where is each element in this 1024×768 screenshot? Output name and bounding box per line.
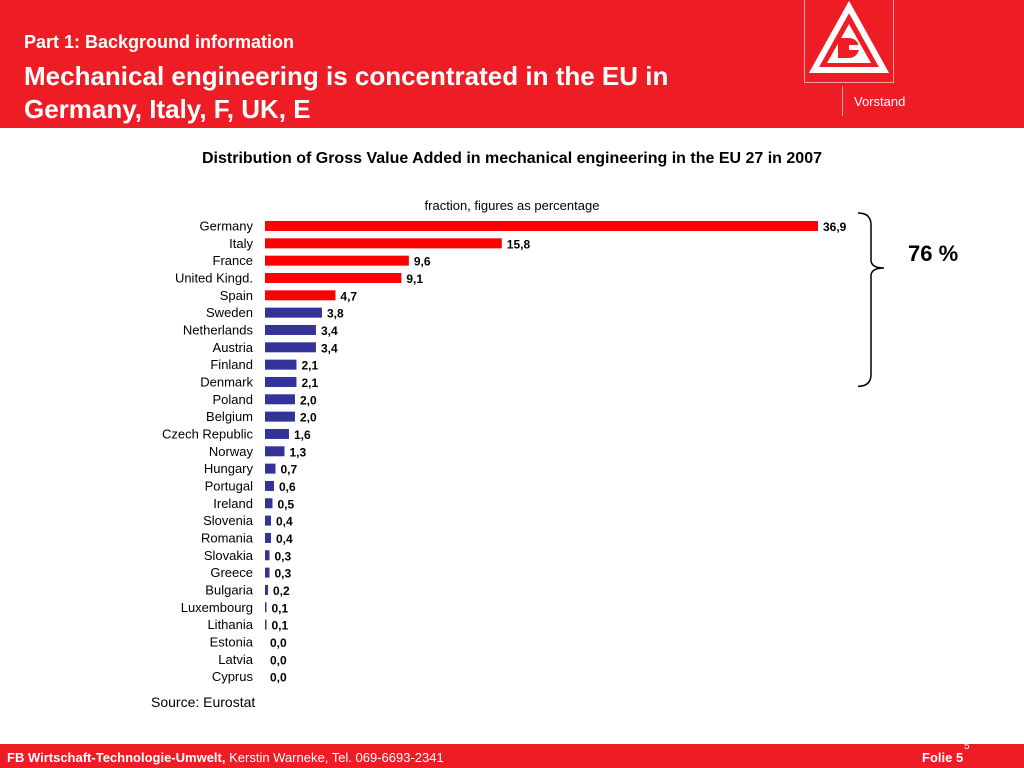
- footer-contact-info: Kerstin Warneke, Tel. 069-6693-2341: [225, 750, 444, 765]
- category-label: Slovenia: [203, 513, 254, 528]
- value-label: 0,4: [276, 532, 293, 546]
- value-label: 0,0: [270, 636, 287, 650]
- bar: [265, 255, 409, 266]
- value-label: 0,0: [270, 653, 287, 667]
- curly-bracket: [857, 212, 885, 388]
- value-label: 1,3: [289, 445, 306, 459]
- value-label: 1,6: [294, 428, 311, 442]
- category-label: Slovakia: [204, 548, 254, 563]
- bar: [265, 272, 402, 283]
- category-label: Estonia: [210, 634, 254, 649]
- value-label: 0,1: [271, 601, 288, 615]
- chart-subtitle: fraction, figures as percentage: [424, 198, 600, 213]
- category-label: Norway: [209, 444, 254, 459]
- value-label: 0,7: [280, 463, 297, 477]
- bar: [265, 376, 297, 387]
- bracket-label: 76 %: [908, 241, 959, 266]
- bar: [265, 619, 267, 630]
- category-label: Greece: [210, 565, 253, 580]
- bar: [265, 498, 273, 509]
- header-bar: Part 1: Background information Mechanica…: [0, 0, 1024, 128]
- category-label: Lithania: [207, 617, 253, 632]
- value-label: 2,0: [300, 411, 317, 425]
- category-label: Cyprus: [212, 669, 254, 684]
- bar: [265, 446, 285, 457]
- value-label: 3,4: [321, 324, 338, 338]
- category-label: Austria: [213, 340, 254, 355]
- value-label: 36,9: [823, 220, 847, 234]
- category-label: Spain: [220, 288, 253, 303]
- source-note: Source: Eurostat: [151, 694, 256, 710]
- value-label: 0,4: [276, 515, 293, 529]
- bar: [265, 394, 295, 405]
- value-label: 4,7: [340, 289, 357, 303]
- bar: [265, 480, 274, 491]
- category-label: Bulgaria: [205, 582, 253, 597]
- category-label: Portugal: [205, 478, 254, 493]
- bar: [265, 411, 295, 422]
- value-label: 0,1: [271, 619, 288, 633]
- footer-bar: FB Wirtschaft-Technologie-Umwelt, Kersti…: [0, 744, 1024, 768]
- category-label: Ireland: [213, 496, 253, 511]
- value-label: 0,6: [279, 480, 296, 494]
- category-label: United Kingd.: [175, 270, 253, 285]
- bar-chart: Germany 36,9 Italy 15,8 France 9,6 United King…: [162, 212, 885, 685]
- category-label: France: [213, 253, 253, 268]
- footer-dept: FB Wirtschaft-Technologie-Umwelt,: [7, 750, 226, 765]
- category-label: Finland: [210, 357, 253, 372]
- logo-box: [804, 0, 894, 83]
- bar: [265, 532, 271, 543]
- value-label: 2,1: [301, 376, 318, 390]
- value-label: 2,1: [301, 359, 318, 373]
- ig-metall-logo-icon: [808, 0, 890, 73]
- bar: [265, 584, 268, 595]
- bar: [265, 342, 316, 353]
- page-title: Mechanical engineering is concentrated i…: [24, 61, 669, 124]
- org-unit-label: Vorstand: [854, 94, 906, 109]
- value-label: 0,3: [274, 549, 291, 563]
- value-label: 0,3: [274, 567, 291, 581]
- value-label: 2,0: [300, 393, 317, 407]
- category-label: Germany: [200, 219, 254, 234]
- bar: [265, 463, 276, 474]
- bar: [265, 567, 270, 578]
- bar: [265, 428, 289, 439]
- bar: [265, 307, 322, 318]
- category-label: Romania: [201, 530, 254, 545]
- bar: [265, 602, 267, 613]
- chart-title: Distribution of Gross Value Added in mec…: [202, 150, 822, 167]
- bar: [265, 238, 502, 249]
- value-label: 15,8: [507, 237, 531, 251]
- value-label: 0,5: [277, 497, 294, 511]
- value-label: 9,6: [414, 255, 431, 269]
- category-label: Latvia: [218, 652, 253, 667]
- category-label: Denmark: [200, 374, 253, 389]
- category-label: Italy: [229, 236, 253, 251]
- slide-label: Folie 5: [922, 750, 964, 765]
- bar: [265, 324, 316, 335]
- value-label: 0,0: [270, 671, 287, 685]
- bar: [265, 550, 270, 561]
- page-number: 5: [964, 741, 970, 752]
- bar: [265, 221, 818, 231]
- bar: [265, 290, 336, 301]
- category-label: Czech Republic: [162, 426, 254, 441]
- footer-contact: FB Wirtschaft-Technologie-Umwelt, Kersti…: [7, 750, 444, 765]
- category-label: Hungary: [204, 461, 254, 476]
- category-label: Poland: [213, 392, 253, 407]
- value-label: 0,2: [273, 584, 290, 598]
- divider: [842, 86, 843, 116]
- section-subtitle: Part 1: Background information: [24, 32, 295, 52]
- bar: [265, 359, 297, 370]
- value-label: 9,1: [406, 272, 423, 286]
- category-label: Sweden: [206, 305, 253, 320]
- value-label: 3,4: [321, 341, 338, 355]
- bar: [265, 515, 271, 526]
- category-label: Netherlands: [183, 322, 254, 337]
- value-label: 3,8: [327, 307, 344, 321]
- category-label: Belgium: [206, 409, 253, 424]
- category-label: Luxembourg: [181, 600, 253, 615]
